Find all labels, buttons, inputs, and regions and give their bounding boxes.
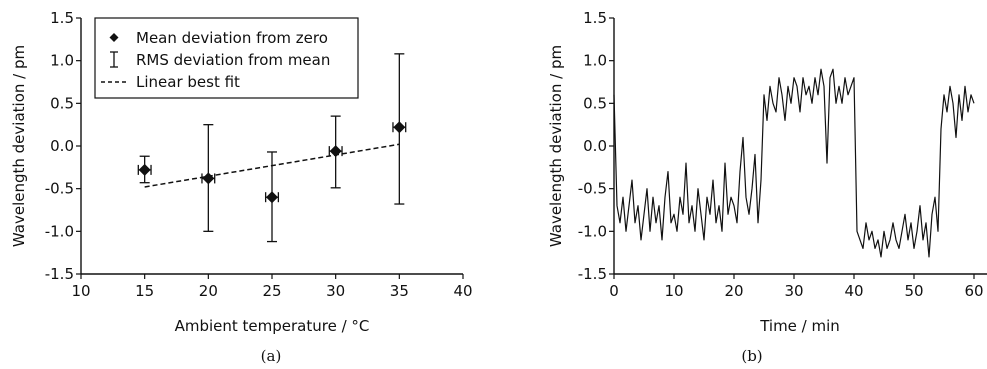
x-tick-label: 30 xyxy=(784,282,803,300)
chart-b: 1.5 1.0 0.5 0.0 -0.5 -1.0 -1.5 0 10 20 30 40 50 60 T… xyxy=(547,9,987,365)
legend: Mean deviation from zero RMS deviation f… xyxy=(94,17,359,99)
y-tick-label: 0.5 xyxy=(583,94,607,112)
x-tick-label: 20 xyxy=(724,282,743,300)
legend-marker-errorbar xyxy=(110,51,118,68)
legend-entry-mean: Mean deviation from zero xyxy=(136,29,328,47)
x-tick-label: 20 xyxy=(199,282,218,300)
x-tick-label: 40 xyxy=(453,282,472,300)
chart-b-y-axis-label: Wavelength deviation / pm xyxy=(547,45,565,247)
legend-box xyxy=(94,17,359,99)
y-tick-label: 0.0 xyxy=(583,137,607,155)
y-tick-label: 1.0 xyxy=(583,52,607,70)
y-tick-label: -0.5 xyxy=(578,180,607,198)
chart-a: 1.51.00.50.0-0.5-1.0-1.5 10 15 20 25 30 35 40 … xyxy=(10,9,473,365)
data-point xyxy=(201,124,216,232)
x-tick-label: 30 xyxy=(326,282,345,300)
x-tick-label: 10 xyxy=(664,282,683,300)
diamond-marker xyxy=(329,145,342,158)
x-tick-label: 10 xyxy=(71,282,90,300)
legend-entry-fit: Linear best fit xyxy=(136,73,240,91)
data-point xyxy=(264,151,280,243)
chart-a-y-axis-label: Wavelength deviation / pm xyxy=(10,45,28,247)
x-tick-label: 40 xyxy=(844,282,863,300)
chart-b-y-ticks: 1.5 1.0 0.5 0.0 -0.5 -1.0 -1.5 xyxy=(578,9,614,283)
y-tick-label: 1.0 xyxy=(50,52,74,70)
x-tick-label: 35 xyxy=(390,282,409,300)
y-tick-label: -1.5 xyxy=(45,265,74,283)
legend-entry-rms: RMS deviation from mean xyxy=(136,51,330,69)
x-tick-label: 0 xyxy=(609,282,619,300)
legend-marker-diamond xyxy=(109,33,119,42)
diamond-marker xyxy=(202,172,215,185)
data-point xyxy=(392,53,407,205)
diamond-marker xyxy=(138,163,151,176)
y-tick-label: 0.0 xyxy=(50,137,74,155)
data-points-group xyxy=(137,53,407,243)
chart-b-caption: (b) xyxy=(741,347,762,365)
chart-b-x-axis-label: Time / min xyxy=(759,317,840,335)
x-tick-label: 25 xyxy=(262,282,281,300)
y-tick-label: 1.5 xyxy=(583,9,607,27)
data-point xyxy=(328,115,343,189)
chart-a-caption: (a) xyxy=(261,347,282,365)
y-tick-label: -1.0 xyxy=(578,222,607,240)
y-tick-label: -0.5 xyxy=(45,180,74,198)
data-point xyxy=(137,155,152,184)
diamond-marker xyxy=(393,121,406,134)
y-tick-label: -1.0 xyxy=(45,222,74,240)
y-tick-label: 0.5 xyxy=(50,94,74,112)
diamond-marker xyxy=(266,191,278,204)
chart-a-y-ticks: 1.5 1.0 0.5 0.0 -0.5 -1.0 -1.5 xyxy=(45,9,81,283)
chart-b-x-ticks: 0 10 20 30 40 50 60 xyxy=(609,274,984,300)
x-tick-label: 60 xyxy=(964,282,983,300)
chart-a-x-axis-label: Ambient temperature / °C xyxy=(175,317,370,335)
x-tick-label: 15 xyxy=(135,282,154,300)
time-series-line xyxy=(613,68,975,258)
y-tick-label: -1.5 xyxy=(578,265,607,283)
x-tick-label: 50 xyxy=(904,282,923,300)
chart-a-x-ticks: 10 15 20 25 30 35 40 xyxy=(71,274,473,300)
y-tick-label: 1.5 xyxy=(50,9,74,27)
